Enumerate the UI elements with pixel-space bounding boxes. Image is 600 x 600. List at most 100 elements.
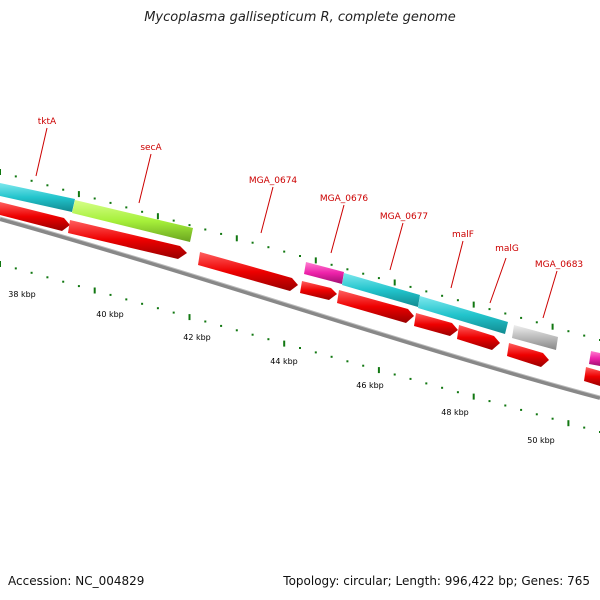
tick-mark bbox=[393, 373, 396, 376]
tick-mark bbox=[0, 169, 1, 175]
tick-rows bbox=[0, 169, 600, 433]
tick-mark bbox=[93, 197, 96, 200]
tick-mark bbox=[30, 179, 33, 182]
tick-mark bbox=[62, 188, 65, 191]
tick-mark bbox=[299, 255, 301, 257]
tick-mark bbox=[362, 272, 365, 275]
tick-mark bbox=[441, 386, 444, 389]
feature-block-grey bbox=[512, 325, 558, 350]
tick-mark bbox=[267, 338, 270, 341]
gene-arrow bbox=[414, 313, 458, 336]
tick-mark bbox=[377, 277, 380, 280]
gene-arrow bbox=[584, 367, 600, 386]
tick-mark bbox=[283, 340, 286, 347]
gene-label: MGA_0674 bbox=[249, 176, 298, 186]
tick-mark bbox=[235, 329, 238, 332]
tick-mark bbox=[330, 355, 333, 358]
gene-arrow bbox=[457, 325, 500, 350]
accession-text: Accession: NC_004829 bbox=[8, 574, 145, 588]
kbp-label: 48 kbp bbox=[441, 408, 469, 417]
kbp-label: 42 kbp bbox=[183, 333, 211, 342]
gene-label: MGA_0683 bbox=[535, 260, 583, 270]
tick-mark bbox=[251, 333, 254, 336]
gene-label: MGA_0676 bbox=[320, 194, 369, 204]
kbp-label: 38 kbp bbox=[8, 290, 36, 299]
tick-mark bbox=[235, 235, 238, 242]
tick-mark bbox=[567, 420, 570, 427]
tick-mark bbox=[393, 279, 396, 286]
tick-mark bbox=[425, 382, 428, 385]
tick-mark bbox=[314, 351, 317, 354]
map-title: Mycoplasma gallisepticum R, complete gen… bbox=[144, 10, 456, 25]
tick-mark bbox=[14, 267, 17, 270]
feature-block-cyan bbox=[418, 296, 508, 334]
gene-arrow bbox=[337, 290, 414, 323]
gene-arrow bbox=[0, 202, 70, 231]
tick-mark bbox=[188, 314, 191, 321]
tick-mark bbox=[488, 400, 491, 403]
tick-mark bbox=[535, 413, 538, 416]
tick-mark bbox=[299, 347, 301, 349]
feature-block-cyan bbox=[0, 183, 75, 212]
tick-mark bbox=[583, 334, 586, 337]
tick-mark bbox=[520, 316, 523, 319]
tick-mark bbox=[14, 175, 17, 178]
tick-mark bbox=[377, 367, 380, 374]
gene-label: malG bbox=[495, 244, 519, 254]
gene-track bbox=[0, 202, 600, 386]
kbp-label: 44 kbp bbox=[270, 357, 298, 366]
genome-backbone bbox=[0, 217, 600, 400]
tick-mark bbox=[251, 241, 254, 244]
tick-mark bbox=[62, 280, 65, 283]
gene-arrow bbox=[68, 220, 187, 259]
tick-mark bbox=[425, 290, 428, 293]
gene-arrow bbox=[300, 281, 337, 300]
tick-mark bbox=[156, 213, 159, 220]
feature-block-magenta bbox=[304, 262, 344, 284]
tick-mark bbox=[141, 302, 144, 305]
tick-mark bbox=[567, 330, 570, 333]
tick-mark bbox=[441, 294, 444, 297]
gene-arrow bbox=[198, 252, 298, 291]
tick-mark bbox=[456, 391, 459, 394]
tick-mark bbox=[46, 184, 49, 187]
tick-mark bbox=[77, 285, 80, 288]
tick-mark bbox=[188, 224, 191, 227]
feature-block-cyan bbox=[342, 273, 420, 307]
tick-mark bbox=[535, 321, 538, 324]
tick-mark bbox=[267, 246, 270, 249]
tick-mark bbox=[504, 312, 507, 315]
gene-label: tktA bbox=[38, 117, 57, 127]
tick-mark bbox=[409, 285, 412, 288]
tick-mark bbox=[109, 201, 112, 204]
tick-mark bbox=[346, 268, 349, 271]
tick-mark bbox=[125, 298, 128, 301]
tick-mark bbox=[0, 261, 1, 267]
gene-arrow bbox=[507, 343, 549, 367]
feature-track bbox=[0, 183, 600, 366]
tick-mark bbox=[504, 404, 507, 407]
label-leaders bbox=[35, 127, 558, 319]
tick-mark bbox=[77, 191, 80, 198]
gene-labels: tktA secA MGA_0674 MGA_0676 MGA_0677 mal… bbox=[38, 117, 583, 270]
feature-block-lime bbox=[72, 200, 193, 242]
tick-mark bbox=[220, 324, 223, 327]
tick-mark bbox=[204, 228, 207, 231]
tick-mark bbox=[362, 364, 365, 367]
feature-block-magenta bbox=[589, 351, 600, 366]
tick-mark bbox=[488, 308, 491, 311]
tick-mark bbox=[93, 287, 96, 294]
tick-mark bbox=[141, 210, 144, 213]
gene-label: malF bbox=[452, 230, 474, 240]
tick-mark bbox=[172, 311, 175, 314]
tick-mark bbox=[109, 293, 112, 296]
gene-label: MGA_0677 bbox=[380, 212, 428, 222]
tick-mark bbox=[583, 426, 586, 429]
tick-mark bbox=[551, 417, 554, 420]
kbp-label: 46 kbp bbox=[356, 381, 384, 390]
kbp-label: 40 kbp bbox=[96, 310, 124, 319]
kbp-labels: 38 kbp 40 kbp 42 kbp 44 kbp 46 kbp 48 kb… bbox=[8, 290, 555, 445]
tick-mark bbox=[30, 271, 33, 274]
tick-mark bbox=[220, 232, 223, 235]
